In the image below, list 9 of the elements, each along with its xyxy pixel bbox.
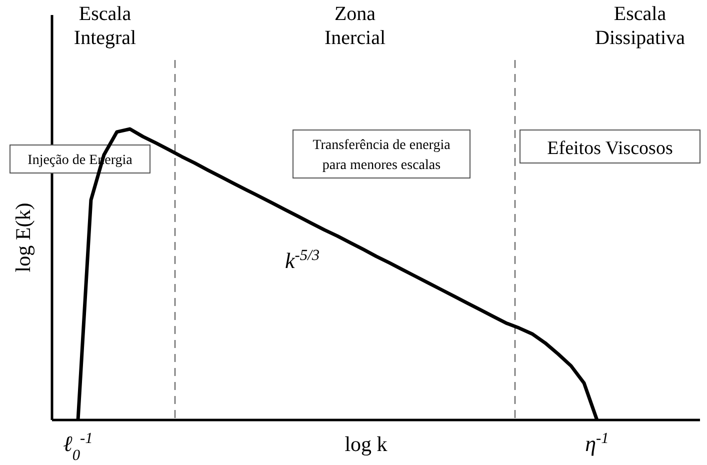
x-tick-label: η$^{-1}$ xyxy=(585,430,609,456)
x-axis-title: log k xyxy=(344,432,388,456)
text: Zona Inercial xyxy=(324,3,386,49)
text: Escala Dissipativa xyxy=(595,3,686,49)
annotation: k$^{-5/3}$ xyxy=(285,246,320,273)
y-axis-title: log E(k) xyxy=(11,202,35,272)
annotation: Efeitos Viscosos xyxy=(547,138,673,159)
text: Escala Integral xyxy=(74,3,137,49)
annotation: Transferência de energia para menores escalas xyxy=(312,138,452,173)
